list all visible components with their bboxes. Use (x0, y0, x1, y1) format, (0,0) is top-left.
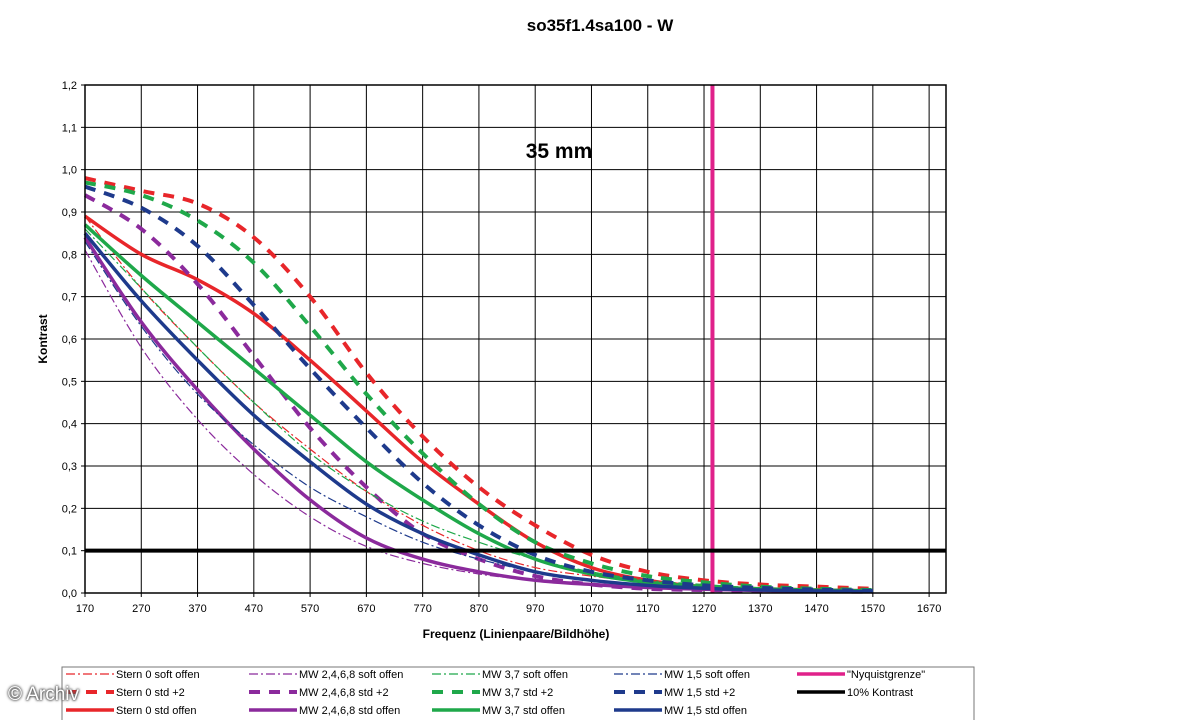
legend-label: MW 2,4,6,8 std +2 (299, 687, 389, 699)
x-tick-label: 1670 (917, 603, 941, 615)
legend: Stern 0 soft offen MW 2,4,6,8 soft offen M… (66, 669, 925, 717)
series-layer (83, 176, 873, 594)
x-tick-label: 1470 (804, 603, 828, 615)
legend-label: MW 3,7 soft offen (482, 669, 568, 681)
x-tick-label: 170 (76, 603, 94, 615)
y-tick-label: 0,9 (62, 207, 77, 219)
legend-label: Stern 0 soft offen (116, 669, 200, 681)
x-axis-ticks: 170 270 370 470 570 670 770 870 970 1070 1170 1270 1… (76, 593, 941, 615)
y-tick-label: 0,8 (62, 249, 77, 261)
legend-label: 10% Kontrast (847, 687, 913, 699)
series-line-9 (84, 241, 873, 592)
x-tick-label: 1070 (579, 603, 603, 615)
y-tick-label: 0,2 (62, 503, 77, 515)
x-tick-label: 1270 (692, 603, 716, 615)
series-line-7 (84, 180, 873, 592)
legend-label: MW 3,7 std offen (482, 705, 565, 717)
y-tick-label: 0,3 (62, 461, 77, 473)
x-tick-label: 370 (188, 603, 206, 615)
x-tick-label: 670 (357, 603, 375, 615)
legend-label: MW 1,5 std +2 (664, 687, 735, 699)
y-axis-ticks: 0,0 0,1 0,2 0,3 0,4 0,5 0,6 0,7 0,8 0,9 1,0 1,1 1,2 (62, 80, 85, 600)
x-tick-label: 570 (301, 603, 319, 615)
legend-label: Stern 0 std +2 (116, 687, 185, 699)
legend-label: MW 1,5 std offen (664, 705, 747, 717)
y-tick-label: 1,2 (62, 80, 77, 92)
y-tick-label: 0,4 (62, 419, 77, 431)
x-tick-label: 870 (470, 603, 488, 615)
x-tick-label: 270 (132, 603, 150, 615)
y-tick-label: 0,6 (62, 334, 77, 346)
legend-label: MW 1,5 soft offen (664, 669, 750, 681)
annotation-35mm: 35 mm (526, 140, 593, 163)
legend-label: MW 2,4,6,8 std offen (299, 705, 400, 717)
series-line-10 (84, 184, 873, 593)
y-tick-label: 0,0 (62, 588, 77, 600)
grid (84, 84, 946, 594)
reference-lines (85, 85, 946, 593)
y-tick-label: 1,1 (62, 122, 77, 134)
x-tick-label: 770 (413, 603, 431, 615)
y-tick-label: 0,5 (62, 376, 77, 388)
x-tick-label: 1170 (636, 603, 660, 615)
x-axis-label: Frequenz (Linienpaare/Bildhöhe) (423, 627, 610, 641)
chart-title: so35f1.4sa100 - W (527, 16, 674, 35)
legend-label: MW 2,4,6,8 soft offen (299, 669, 403, 681)
y-tick-label: 0,1 (62, 546, 77, 558)
y-tick-label: 0,7 (62, 292, 77, 304)
archive-watermark: © Archiv (8, 684, 80, 705)
series-line-1 (84, 176, 873, 591)
y-axis-label: Kontrast (36, 314, 50, 363)
x-tick-label: 1570 (861, 603, 885, 615)
legend-label: MW 3,7 std +2 (482, 687, 553, 699)
x-tick-label: 470 (245, 603, 263, 615)
legend-label: Stern 0 std offen (116, 705, 197, 717)
y-tick-label: 1,0 (62, 165, 77, 177)
x-tick-label: 970 (526, 603, 544, 615)
x-tick-label: 1370 (748, 603, 772, 615)
legend-label: "Nyquistgrenze" (847, 669, 925, 681)
